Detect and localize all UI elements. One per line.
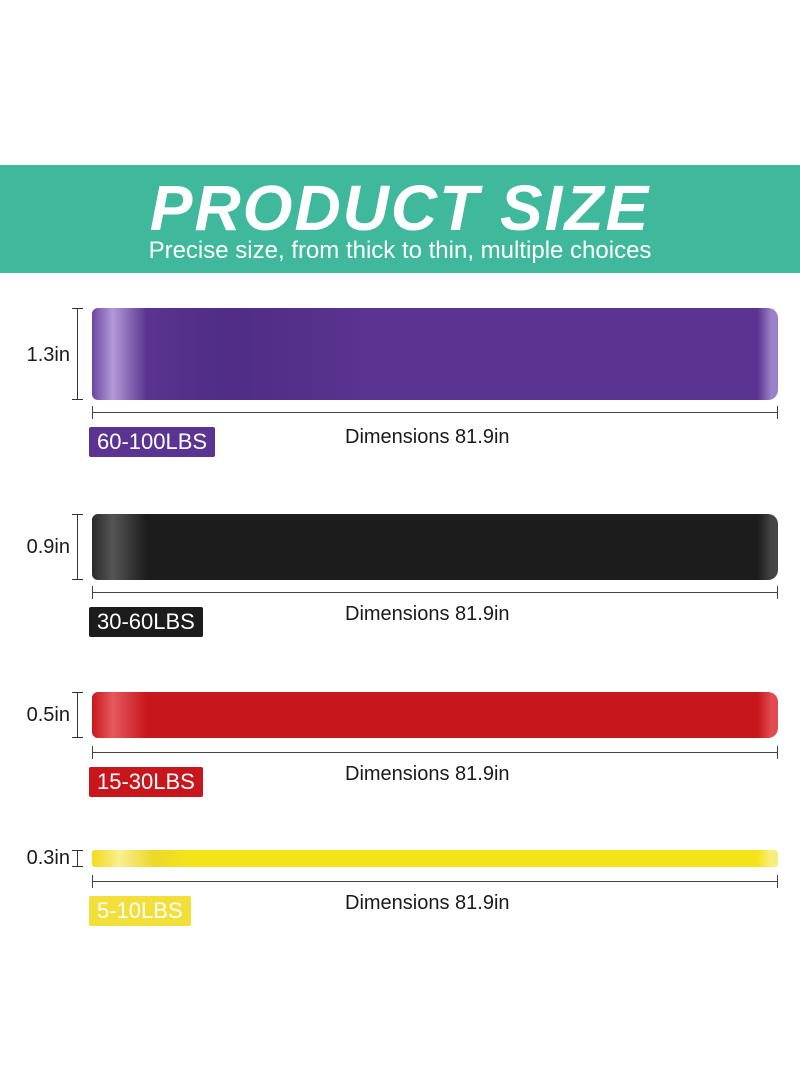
length-indicator — [92, 875, 778, 888]
length-label: Dimensions 81.9in — [345, 892, 510, 914]
subtitle: Precise size, from thick to thin, multip… — [148, 237, 652, 264]
width-indicator — [72, 308, 83, 400]
length-indicator — [92, 746, 778, 759]
band-red — [92, 692, 778, 738]
length-label: Dimensions 81.9in — [345, 603, 510, 625]
length-indicator — [92, 406, 778, 419]
band-yellow — [92, 850, 778, 867]
width-label: 1.3in — [26, 344, 70, 366]
width-indicator — [72, 692, 83, 738]
length-label: Dimensions 81.9in — [345, 426, 510, 448]
width-label: 0.3in — [26, 847, 70, 869]
title: PRODUCT SIZE — [149, 172, 651, 244]
width-label: 0.9in — [26, 536, 70, 558]
length-indicator — [92, 586, 778, 599]
length-label: Dimensions 81.9in — [345, 763, 510, 785]
band-black — [92, 514, 778, 580]
resistance-badge: 5-10LBS — [89, 896, 191, 926]
band-purple — [92, 308, 778, 400]
width-indicator — [72, 850, 83, 867]
resistance-badge: 30-60LBS — [89, 607, 203, 637]
resistance-badge: 60-100LBS — [89, 427, 216, 457]
width-indicator — [72, 514, 83, 580]
header-banner: PRODUCT SIZE Precise size, from thick to… — [0, 165, 800, 273]
resistance-badge: 15-30LBS — [89, 767, 203, 797]
width-label: 0.5in — [26, 704, 70, 726]
